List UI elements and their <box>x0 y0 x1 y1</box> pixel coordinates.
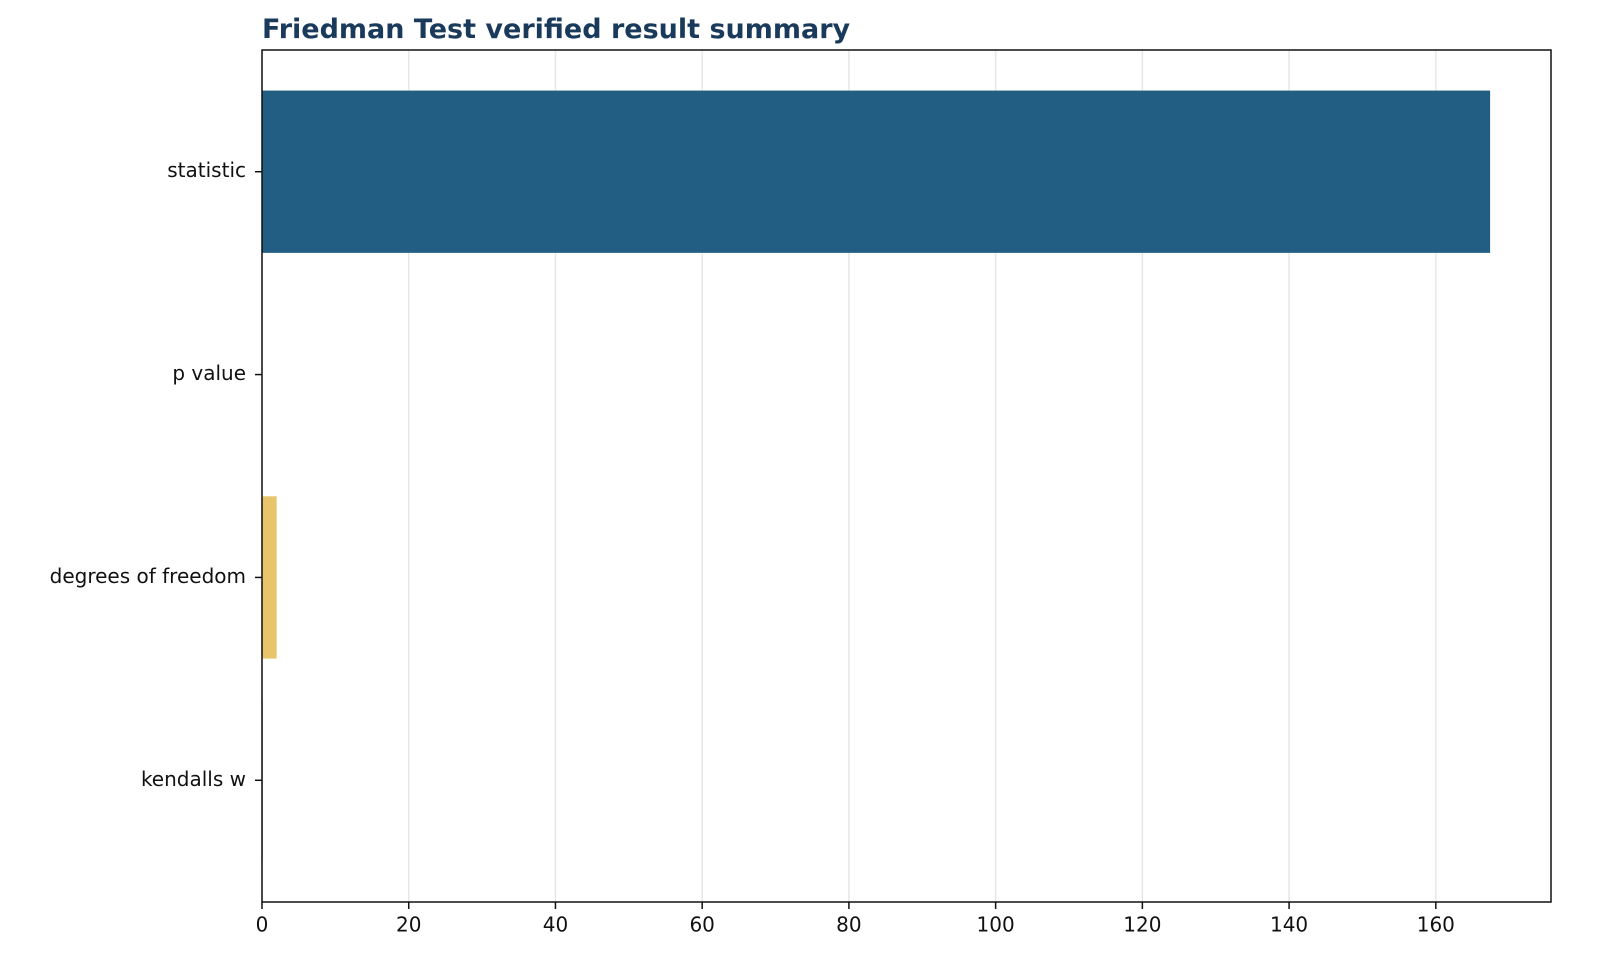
x-tick-label: 60 <box>689 913 714 937</box>
y-tick-label: kendalls w <box>141 767 246 791</box>
x-tick-label: 80 <box>836 913 861 937</box>
plot-frame <box>261 49 1552 903</box>
y-tick-label: statistic <box>167 158 246 182</box>
x-tick-label: 0 <box>256 913 269 937</box>
x-tick-label: 140 <box>1270 913 1308 937</box>
bar <box>262 496 277 659</box>
x-tick-label: 160 <box>1417 913 1455 937</box>
chart-title: Friedman Test verified result summary <box>262 14 851 45</box>
bar <box>262 90 1491 253</box>
x-tick-label: 40 <box>543 913 568 937</box>
x-tick-label: 20 <box>396 913 421 937</box>
y-tick-label: p value <box>172 361 246 385</box>
x-tick-label: 100 <box>977 913 1015 937</box>
y-tick-label: degrees of freedom <box>50 564 246 588</box>
x-tick-label: 120 <box>1123 913 1161 937</box>
